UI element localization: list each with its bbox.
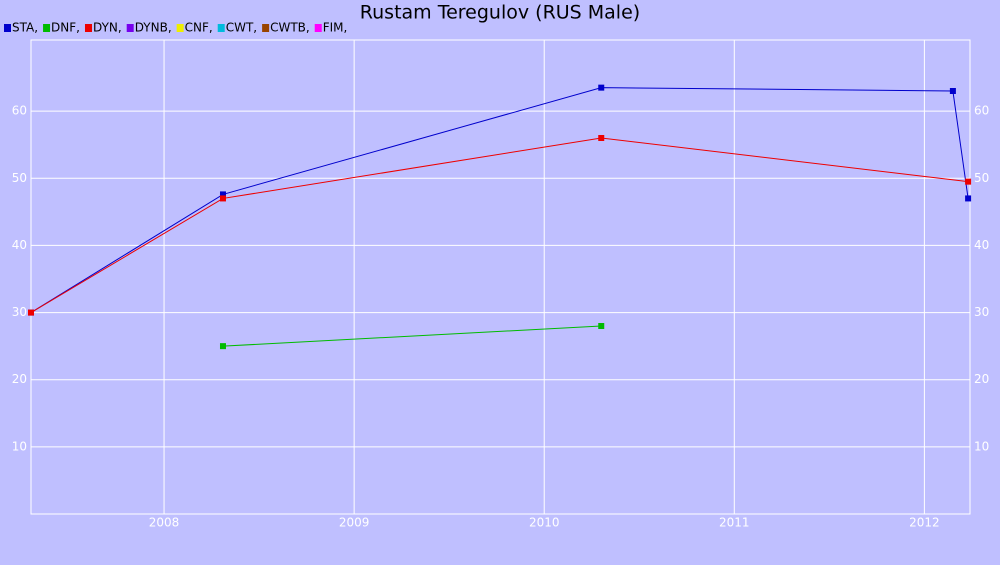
legend-swatch — [314, 24, 322, 32]
series-line — [30, 87, 969, 313]
legend-label: DYN, — [93, 21, 122, 35]
legend-swatch — [262, 24, 270, 32]
legend-label: STA, — [12, 21, 38, 35]
legend-label: DYNB, — [135, 21, 172, 35]
y2-tick-label: 10 — [974, 439, 989, 453]
x-tick-label: 2010 — [529, 516, 560, 530]
y-tick-label: 60 — [12, 104, 27, 118]
legend-swatch — [84, 24, 92, 32]
legend-swatch — [4, 24, 11, 32]
x-tick-label: 2008 — [149, 516, 180, 530]
data-point — [598, 84, 605, 91]
x-tick-label: 2011 — [719, 516, 750, 530]
y-tick-label: 20 — [12, 372, 27, 386]
data-point — [219, 343, 226, 350]
y-tick-label: 50 — [12, 171, 27, 185]
y2-tick-label: 40 — [974, 238, 989, 252]
data-point — [965, 195, 972, 202]
legend-label: CNF, — [185, 21, 213, 35]
data-point — [598, 135, 605, 141]
axes: 10 10 20 20 30 30 40 40 50 50 60 60 2008 2009 2010 2011… — [12, 39, 989, 530]
legend-swatch — [43, 24, 51, 32]
y2-tick-label: 60 — [974, 104, 989, 118]
series-line — [222, 325, 602, 347]
data-point — [965, 178, 972, 185]
chart-title: Rustam Teregulov (RUS Male) — [360, 2, 640, 24]
grid — [31, 40, 970, 514]
x-tick-label: 2009 — [339, 516, 370, 530]
legend-label: CWTB, — [270, 21, 310, 35]
x-tick-label: 2012 — [909, 516, 940, 530]
y-tick-label: 10 — [12, 439, 27, 453]
y-tick-label: 40 — [12, 238, 27, 252]
legend: STA, DNF, DYN, DYNB, CNF, CWT, CWTB, FIM, — [4, 21, 347, 35]
legend-swatch — [126, 24, 134, 32]
legend-label: FIM, — [323, 21, 348, 35]
y2-tick-label: 50 — [974, 171, 989, 185]
plot — [28, 84, 972, 350]
data-point — [598, 323, 605, 329]
legend-swatch — [217, 24, 225, 32]
series-line — [30, 137, 969, 314]
data-point — [219, 191, 226, 198]
plot-frame — [30, 39, 971, 515]
legend-label: CWT, — [226, 21, 257, 35]
legend-swatch — [176, 24, 184, 32]
legend-label: DNF, — [51, 21, 80, 35]
y2-tick-label: 30 — [974, 305, 989, 319]
y-tick-label: 30 — [12, 305, 27, 319]
data-point — [949, 88, 956, 94]
y2-tick-label: 20 — [974, 372, 989, 386]
data-point — [28, 309, 34, 316]
data-point — [219, 195, 226, 202]
